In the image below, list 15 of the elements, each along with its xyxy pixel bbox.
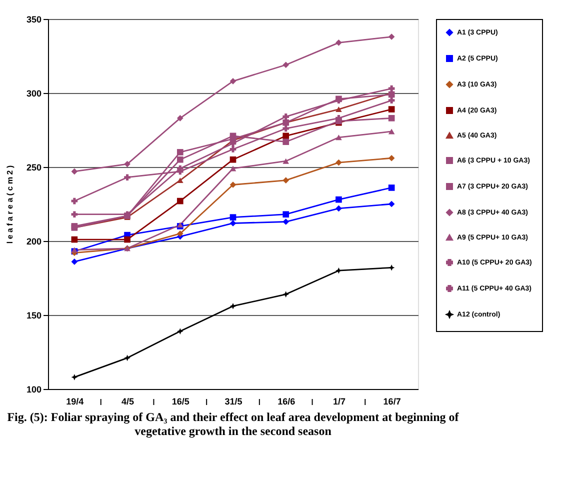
y-tick-label: 250 bbox=[26, 162, 42, 172]
y-tick-label: 150 bbox=[26, 310, 42, 320]
x-tick-label: 16/6 bbox=[278, 396, 296, 406]
y-axis-title: l e a f a r e a ( c m 2 ) bbox=[5, 165, 14, 244]
x-tick-label: 31/5 bbox=[224, 396, 242, 406]
x-tick-label: 16/7 bbox=[383, 396, 401, 406]
x-tick-label: 4/5 bbox=[122, 396, 134, 406]
y-tick-label: 100 bbox=[26, 384, 42, 394]
y-tick-label: 350 bbox=[26, 14, 42, 24]
text: Fig. (5): Foliar spraying of GA₃ and their effect on leaf area development at beginning of vegetative growth in the second season bbox=[7, 410, 460, 438]
y-tick-label: 300 bbox=[26, 88, 42, 98]
x-tick-label: 19/4 bbox=[66, 396, 84, 406]
x-tick-label: 16/5 bbox=[172, 396, 190, 406]
x-tick-label: 1/7 bbox=[332, 396, 346, 406]
y-tick-label: 200 bbox=[26, 236, 42, 246]
